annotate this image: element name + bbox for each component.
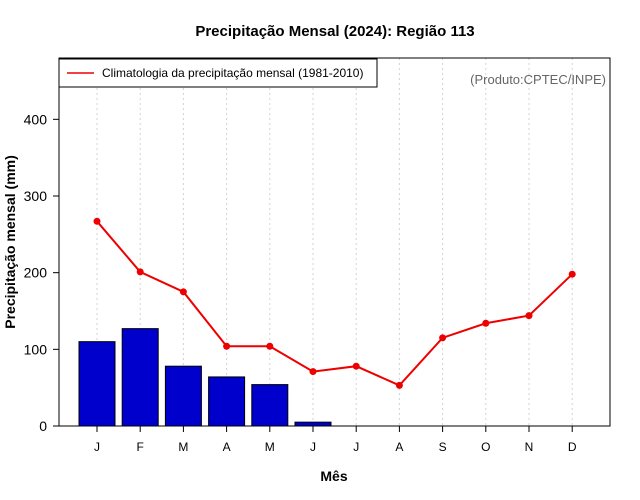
x-tick-label: M: [265, 440, 275, 454]
y-tick-label: 200: [24, 265, 48, 281]
x-tick-label: O: [481, 440, 490, 454]
climatology-series: [93, 217, 576, 389]
plot-frame: [58, 57, 611, 427]
x-axis-label: Mês: [320, 468, 347, 484]
x-tick-label: J: [310, 440, 316, 454]
x-tick-label: F: [137, 440, 144, 454]
bar: [208, 376, 246, 427]
x-tick-label: A: [223, 440, 231, 454]
y-axis-label: Precipitação mensal (mm): [2, 155, 18, 329]
x-tick-label: J: [353, 440, 359, 454]
data-point: [439, 334, 447, 342]
data-point: [223, 342, 231, 350]
bar: [164, 365, 202, 427]
y-tick-label: 100: [24, 341, 48, 357]
y-tick-label: 400: [24, 111, 48, 127]
data-point: [309, 368, 317, 376]
data-point: [568, 270, 576, 278]
data-point: [395, 381, 403, 389]
source-annotation: (Produto:CPTEC/INPE): [470, 72, 606, 87]
x-tick-label: M: [178, 440, 188, 454]
data-point: [179, 288, 187, 296]
data-point: [136, 268, 144, 276]
x-tick-label: N: [525, 440, 534, 454]
x-tick-label: A: [395, 440, 403, 454]
legend-label: Climatologia da precipitação mensal (198…: [102, 66, 363, 80]
y-tick-label: 0: [39, 418, 47, 434]
y-axis: 0 100 200 300 400: [24, 111, 59, 434]
bar: [294, 421, 332, 427]
data-point: [93, 217, 101, 225]
data-point: [352, 362, 360, 370]
bar: [78, 341, 116, 427]
x-tick-label: S: [439, 440, 447, 454]
bar: [251, 384, 289, 427]
data-point: [266, 342, 274, 350]
data-point: [525, 312, 533, 320]
data-point: [482, 319, 490, 327]
legend-box: [58, 58, 378, 88]
bar: [121, 328, 159, 427]
y-tick-label: 300: [24, 188, 48, 204]
series-line: [96, 220, 573, 387]
bars: [78, 328, 332, 427]
x-tick-label: D: [568, 440, 577, 454]
x-tick-label: J: [94, 440, 100, 454]
legend: Climatologia da precipitação mensal (198…: [58, 58, 378, 88]
chart-title: Precipitação Mensal (2024): Região 113: [195, 23, 474, 40]
